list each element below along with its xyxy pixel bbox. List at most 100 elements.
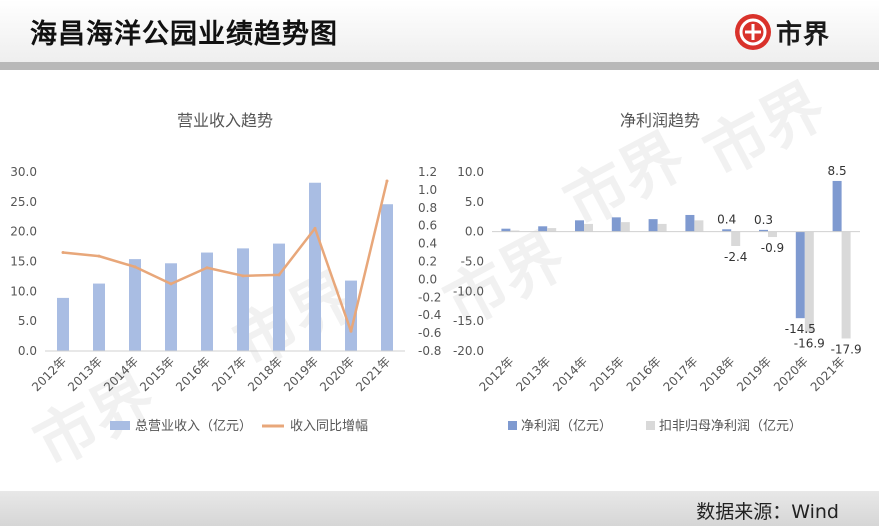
revenue-right-axis: -0.8 -0.6 -0.4 -0.2 0.0 0.2 0.4 0.6 0.8 1.0 1.2 [418, 165, 441, 358]
revenue-left-axis: 0.0 5.0 10.0 15.0 20.0 25.0 30.0 [10, 165, 37, 358]
brand-name: 市界 [776, 19, 831, 50]
x-tick-label: 2014年 [101, 354, 141, 394]
page-title: 海昌海洋公园业绩趋势图 [30, 19, 338, 50]
revenue-growth-line [61, 179, 389, 333]
profit-data-label: -17.9 [831, 342, 862, 356]
right-axis-tick-label: 0.4 [418, 237, 437, 251]
net-profit-bar [538, 226, 548, 232]
growth-point [97, 254, 101, 258]
right-axis-tick-label: 1.2 [418, 165, 437, 179]
x-tick-label: 2020年 [771, 354, 811, 394]
x-tick-label: 2021年 [353, 354, 393, 394]
net-profit-bar [832, 180, 842, 232]
right-axis-tick-label: -0.6 [418, 326, 441, 340]
y-axis-tick-label: 5.0 [465, 195, 484, 209]
y-axis-tick-label: 0.0 [465, 225, 484, 239]
deducted-profit-bar [804, 231, 814, 333]
profit-bars [492, 180, 860, 339]
header-divider [0, 62, 879, 70]
revenue-bars [57, 182, 393, 351]
growth-point [277, 273, 281, 277]
y-axis-tick-label: -10.0 [453, 284, 484, 298]
net-profit-bar [648, 219, 658, 232]
legend-swatch-net-profit [508, 421, 517, 430]
profit-data-label: -16.9 [794, 337, 825, 351]
x-tick-label: 2012年 [29, 354, 69, 394]
profit-chart: 净利润趋势 -20.0 -15.0 -10.0 -5.0 0.0 5.0 10.0 2012… [453, 111, 862, 434]
source-note: 数据来源：Wind [696, 501, 839, 523]
header-bar: 海昌海洋公园业绩趋势图 市界 [0, 0, 879, 70]
revenue-bar [345, 280, 357, 351]
right-axis-tick-label: 0.6 [418, 219, 437, 233]
revenue-bar [93, 283, 105, 351]
deducted-profit-bar [694, 220, 704, 232]
x-tick-label: 2018年 [697, 354, 737, 394]
legend-label-revenue: 总营业收入（亿元） [135, 419, 252, 434]
y-axis-tick-label: 10.0 [457, 165, 484, 179]
deducted-profit-bar [657, 223, 667, 232]
net-profit-bar [501, 228, 511, 232]
deducted-profit-bar [547, 228, 557, 232]
legend-label-growth: 收入同比增幅 [290, 419, 368, 434]
revenue-bar [129, 259, 141, 351]
right-axis-tick-label: -0.4 [418, 308, 441, 322]
x-tick-label: 2018年 [245, 354, 285, 394]
profit-data-label: 8.5 [828, 164, 847, 178]
x-tick-label: 2013年 [65, 354, 105, 394]
x-tick-label: 2016年 [624, 354, 664, 394]
revenue-bar [309, 182, 321, 351]
left-axis-tick-label: 30.0 [10, 165, 37, 179]
legend-label-deducted-profit: 扣非归母净利润（亿元） [659, 419, 802, 434]
net-profit-bar [685, 214, 695, 232]
revenue-legend: 总营业收入（亿元） 收入同比增幅 [110, 419, 368, 434]
profit-x-axis: 2012年2013年2014年2015年2016年2017年2018年2019年… [477, 354, 848, 394]
x-tick-label: 2015年 [587, 354, 627, 394]
growth-point [61, 251, 65, 255]
right-axis-tick-label: 1.0 [418, 183, 437, 197]
x-tick-label: 2015年 [137, 354, 177, 394]
profit-data-label: -14.5 [785, 322, 816, 336]
x-tick-label: 2013年 [513, 354, 553, 394]
profit-data-label: 0.3 [754, 213, 773, 227]
right-axis-tick-label: -0.8 [418, 344, 441, 358]
net-profit-bar [795, 231, 805, 319]
revenue-bar [165, 263, 177, 351]
deducted-profit-bar [768, 231, 777, 238]
x-tick-label: 2014年 [550, 354, 590, 394]
y-axis-tick-label: -15.0 [453, 314, 484, 328]
net-profit-bar [722, 229, 732, 232]
net-profit-bar [611, 217, 621, 232]
profit-data-label: -0.9 [761, 241, 784, 255]
profit-y-axis: -20.0 -15.0 -10.0 -5.0 0.0 5.0 10.0 [453, 165, 484, 358]
legend-swatch-deducted-profit [646, 421, 655, 430]
profit-data-label: -2.4 [724, 250, 747, 264]
left-axis-tick-label: 5.0 [18, 314, 37, 328]
deducted-profit-bar [510, 230, 520, 232]
profit-chart-title: 净利润趋势 [620, 111, 700, 130]
x-tick-label: 2017年 [209, 354, 249, 394]
growth-point [313, 226, 317, 230]
profit-data-labels: 0.4 0.3 -14.5 8.5 -2.4 -0.9 -16.9 -17.9 [717, 164, 861, 357]
legend-swatch-revenue [110, 421, 130, 430]
x-tick-label: 2021年 [808, 354, 848, 394]
y-axis-tick-label: -5.0 [461, 255, 484, 269]
profit-legend: 净利润（亿元） 扣非归母净利润（亿元） [508, 419, 802, 434]
left-axis-tick-label: 25.0 [10, 195, 37, 209]
right-axis-tick-label: -0.2 [418, 290, 441, 304]
revenue-bar [237, 248, 249, 351]
right-axis-tick-label: 0.0 [418, 272, 437, 286]
x-tick-label: 2019年 [281, 354, 321, 394]
revenue-bar [201, 252, 213, 351]
x-tick-label: 2017年 [661, 354, 701, 394]
deducted-profit-bar [584, 223, 593, 232]
brand-logo-icon [735, 14, 771, 50]
x-tick-label: 2019年 [734, 354, 774, 394]
deducted-profit-bar [731, 231, 741, 246]
growth-line [62, 180, 389, 333]
revenue-chart: 营业收入趋势 0.05.010.015.020.025.030.0 -0.8-0… [10, 111, 441, 434]
growth-point [349, 329, 353, 333]
left-axis-tick-label: 15.0 [10, 255, 37, 269]
left-axis-tick-label: 0.0 [18, 344, 37, 358]
deducted-profit-bar [841, 231, 851, 339]
revenue-bar [273, 243, 285, 351]
